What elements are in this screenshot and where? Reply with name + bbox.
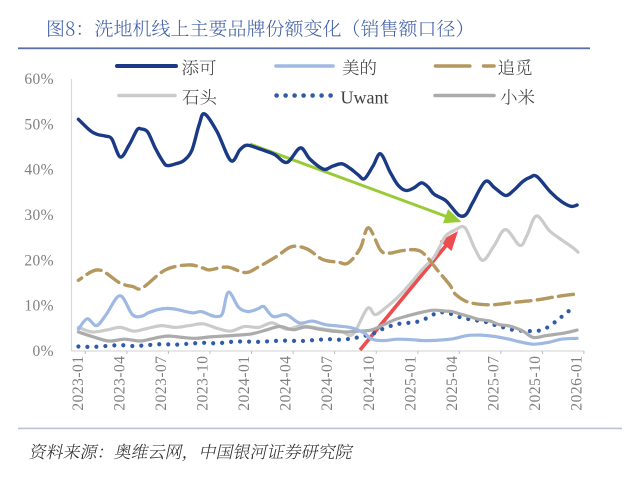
svg-text:2025-10: 2025-10 (527, 356, 544, 411)
svg-text:2023-07: 2023-07 (153, 356, 170, 411)
svg-text:10%: 10% (24, 298, 54, 315)
svg-text:2023-10: 2023-10 (195, 356, 212, 411)
svg-text:2026-01: 2026-01 (569, 356, 586, 411)
svg-text:2025-01: 2025-01 (402, 356, 419, 411)
svg-text:2024-10: 2024-10 (361, 356, 378, 411)
svg-text:2023-04: 2023-04 (112, 356, 129, 411)
svg-text:Uwant: Uwant (341, 88, 389, 108)
svg-text:40%: 40% (24, 162, 54, 179)
svg-text:2024-04: 2024-04 (278, 356, 295, 411)
svg-text:20%: 20% (24, 252, 54, 269)
svg-text:2025-04: 2025-04 (444, 356, 461, 411)
svg-text:50%: 50% (24, 116, 54, 133)
svg-text:2024-01: 2024-01 (236, 356, 253, 411)
svg-text:60%: 60% (24, 71, 54, 88)
svg-text:0%: 0% (33, 343, 54, 360)
svg-text:2025-07: 2025-07 (485, 356, 502, 411)
svg-text:2023-01: 2023-01 (70, 356, 87, 411)
svg-text:30%: 30% (24, 207, 54, 224)
svg-text:2024-07: 2024-07 (319, 356, 336, 411)
